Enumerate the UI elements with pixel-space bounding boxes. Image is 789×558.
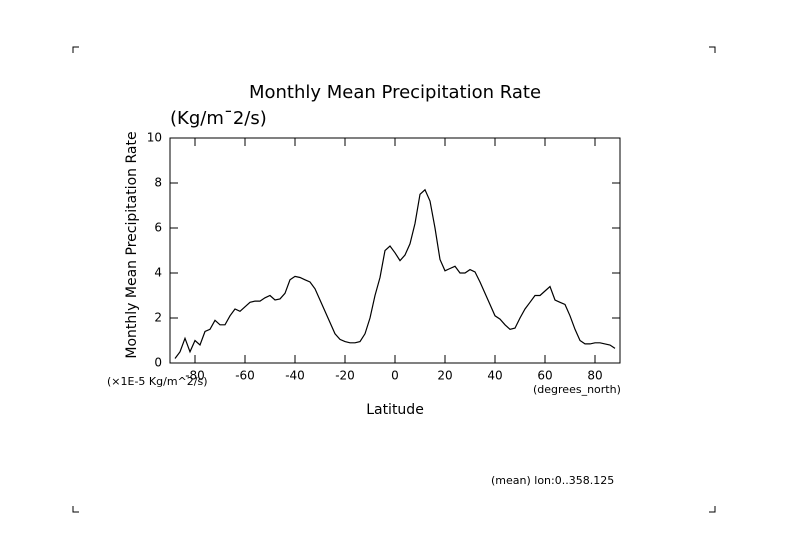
- y-tick-label: 6: [154, 221, 162, 235]
- y-tick-label: 4: [154, 266, 162, 280]
- x-tick-label: -60: [235, 369, 255, 383]
- y-axis-label: Monthly Mean Precipitation Rate: [124, 131, 140, 358]
- x-axis-label: Latitude: [366, 402, 424, 418]
- data-line: [174, 188, 616, 359]
- y-units: (×1E-5 Kg/m^2/s): [107, 375, 207, 388]
- footnote: (mean) lon:0..358.125: [491, 474, 614, 487]
- x-tick-label: 60: [537, 369, 552, 383]
- chart-subtitle: (Kg/m¯2/s): [170, 108, 267, 129]
- x-units: (degrees_north): [533, 383, 621, 396]
- x-tick-label: -40: [285, 369, 305, 383]
- corner-marks: [72, 46, 716, 513]
- y-tick-label: 10: [147, 131, 162, 145]
- y-tick-label: 8: [154, 176, 162, 190]
- chart-title: Monthly Mean Precipitation Rate: [249, 82, 541, 103]
- x-tick-label: 0: [391, 369, 399, 383]
- x-tick-label: -80: [185, 369, 205, 383]
- plot-frame: [169, 137, 621, 364]
- y-tick-label: 2: [154, 311, 162, 325]
- x-tick-label: 40: [487, 369, 502, 383]
- x-tick-label: 80: [587, 369, 602, 383]
- x-tick-label: -20: [335, 369, 355, 383]
- x-tick-label: 20: [437, 369, 452, 383]
- y-tick-label: 0: [154, 356, 162, 370]
